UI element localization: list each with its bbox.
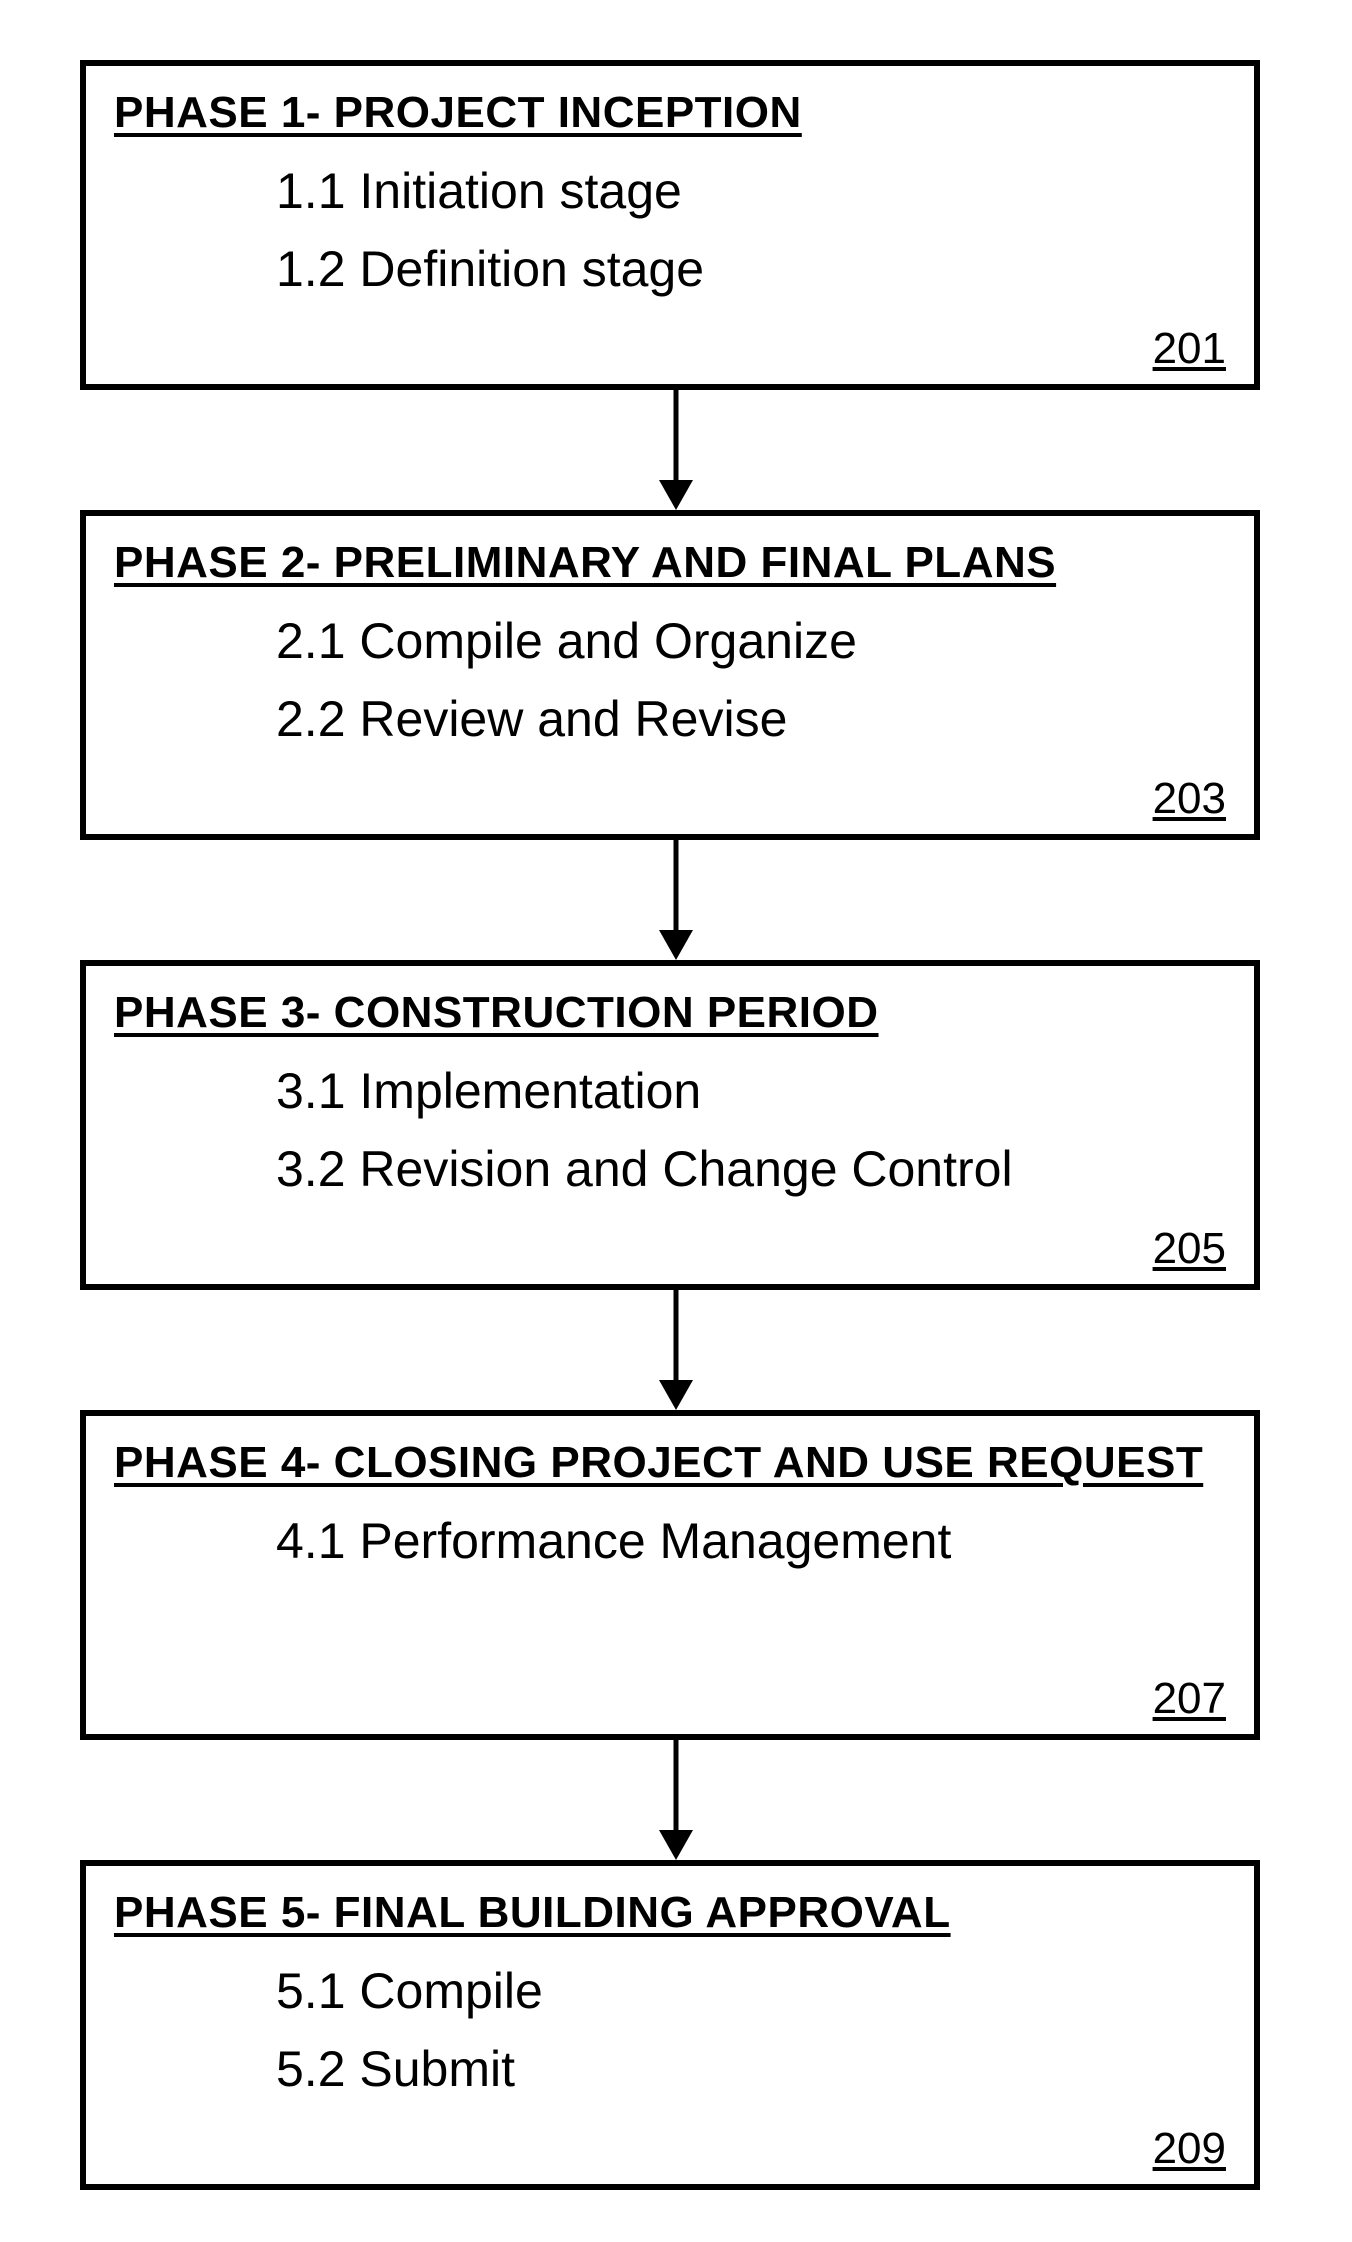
arrow-head	[659, 930, 693, 960]
phase-box-1: PHASE 1- PROJECT INCEPTION 1.1 Initiatio…	[80, 60, 1260, 390]
reference-number: 205	[1153, 1224, 1226, 1274]
arrow-down-icon	[659, 1740, 693, 1860]
arrow-head	[659, 1380, 693, 1410]
reference-number: 207	[1153, 1674, 1226, 1724]
phase-item: 4.1 Performance Management	[276, 1502, 1254, 1580]
arrow-down-icon	[659, 840, 693, 960]
arrow-head	[659, 1830, 693, 1860]
phase-title: PHASE 2- PRELIMINARY AND FINAL PLANS	[86, 516, 1254, 602]
phase-item: 3.2 Revision and Change Control	[276, 1130, 1254, 1208]
phase-item: 1.2 Definition stage	[276, 230, 1254, 308]
phase-item: 5.1 Compile	[276, 1952, 1254, 2030]
arrow-line	[674, 1290, 679, 1380]
phase-item: 3.1 Implementation	[276, 1052, 1254, 1130]
phase-box-4: PHASE 4- CLOSING PROJECT AND USE REQUEST…	[80, 1410, 1260, 1740]
phase-items: 2.1 Compile and Organize 2.2 Review and …	[86, 602, 1254, 758]
flowchart-canvas: PHASE 1- PROJECT INCEPTION 1.1 Initiatio…	[0, 0, 1352, 2242]
phase-box-3: PHASE 3- CONSTRUCTION PERIOD 3.1 Impleme…	[80, 960, 1260, 1290]
arrow-line	[674, 1740, 679, 1830]
reference-number: 209	[1153, 2124, 1226, 2174]
reference-number: 201	[1153, 324, 1226, 374]
phase-title: PHASE 4- CLOSING PROJECT AND USE REQUEST	[86, 1416, 1254, 1502]
phase-box-5: PHASE 5- FINAL BUILDING APPROVAL 5.1 Com…	[80, 1860, 1260, 2190]
arrow-down-icon	[659, 390, 693, 510]
phase-items: 5.1 Compile 5.2 Submit	[86, 1952, 1254, 2108]
arrow-head	[659, 480, 693, 510]
phase-item: 2.2 Review and Revise	[276, 680, 1254, 758]
phase-items: 4.1 Performance Management	[86, 1502, 1254, 1580]
phase-box-2: PHASE 2- PRELIMINARY AND FINAL PLANS 2.1…	[80, 510, 1260, 840]
arrow-line	[674, 390, 679, 480]
phase-title: PHASE 3- CONSTRUCTION PERIOD	[86, 966, 1254, 1052]
phase-item: 5.2 Submit	[276, 2030, 1254, 2108]
phase-item: 1.1 Initiation stage	[276, 152, 1254, 230]
phase-items: 3.1 Implementation 3.2 Revision and Chan…	[86, 1052, 1254, 1208]
phase-item: 2.1 Compile and Organize	[276, 602, 1254, 680]
phase-items: 1.1 Initiation stage 1.2 Definition stag…	[86, 152, 1254, 308]
arrow-down-icon	[659, 1290, 693, 1410]
reference-number: 203	[1153, 774, 1226, 824]
arrow-line	[674, 840, 679, 930]
phase-title: PHASE 5- FINAL BUILDING APPROVAL	[86, 1866, 1254, 1952]
phase-title: PHASE 1- PROJECT INCEPTION	[86, 66, 1254, 152]
